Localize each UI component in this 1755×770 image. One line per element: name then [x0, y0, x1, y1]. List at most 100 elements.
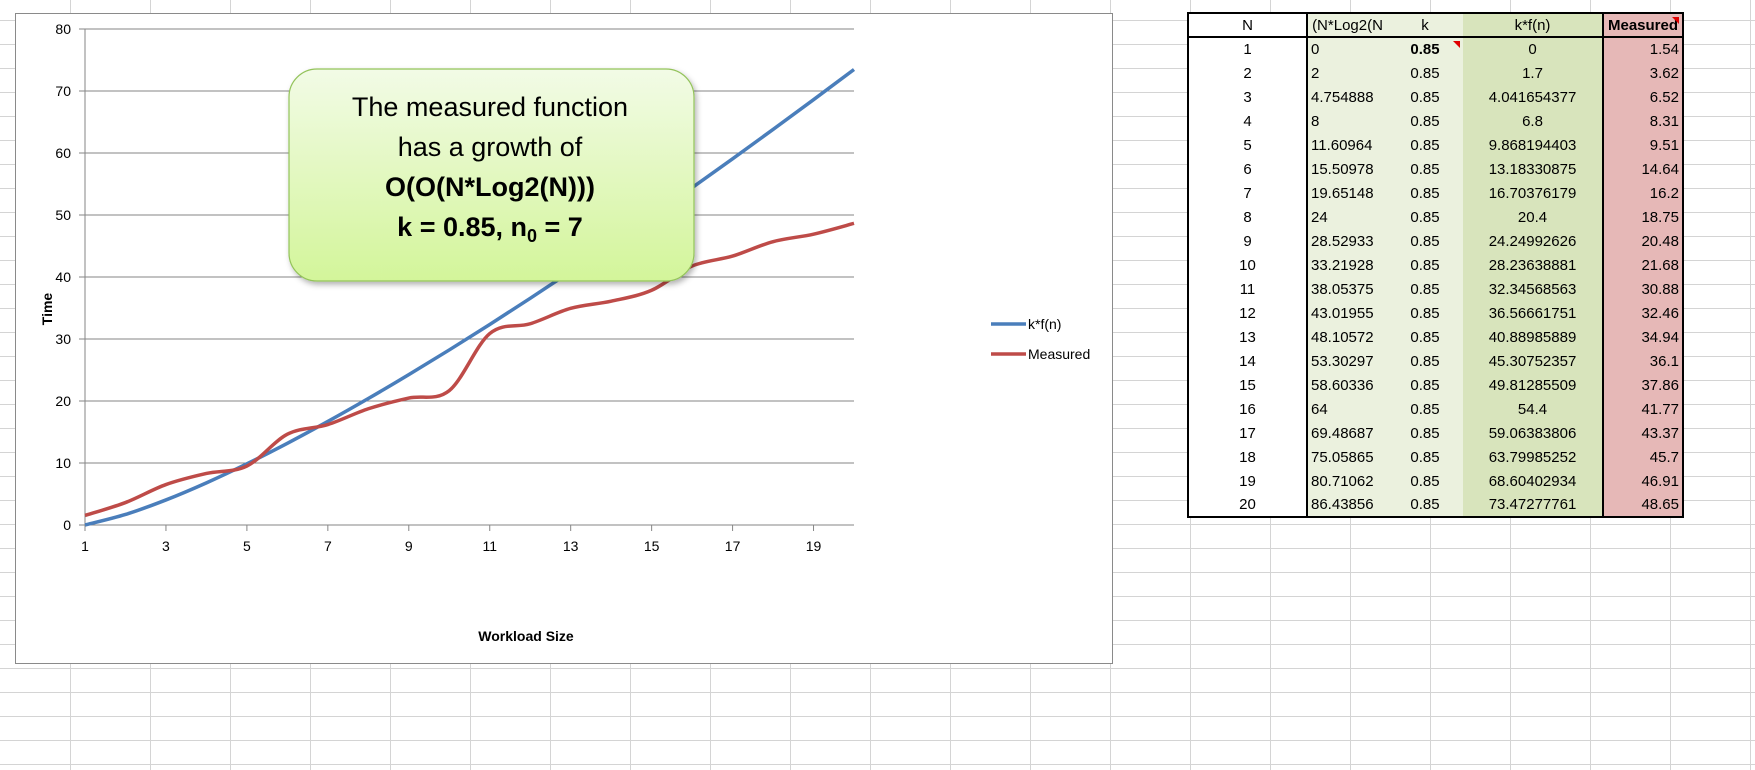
cell-n[interactable]: 11: [1188, 277, 1308, 301]
header-n[interactable]: N: [1188, 13, 1308, 38]
cell-nlog2n[interactable]: 53.30297: [1307, 349, 1387, 373]
cell-measured[interactable]: 36.1: [1603, 349, 1683, 373]
cell-n[interactable]: 18: [1188, 445, 1308, 469]
cell-measured[interactable]: 20.48: [1603, 229, 1683, 253]
cell-k[interactable]: 0.85: [1387, 349, 1463, 373]
cell-k[interactable]: 0.85: [1387, 133, 1463, 157]
cell-kfn[interactable]: 1.7: [1463, 61, 1604, 85]
cell-nlog2n[interactable]: 28.52933: [1307, 229, 1387, 253]
cell-measured[interactable]: 43.37: [1603, 421, 1683, 445]
cell-k[interactable]: 0.85: [1387, 181, 1463, 205]
cell-kfn[interactable]: 36.56661751: [1463, 301, 1604, 325]
cell-nlog2n[interactable]: 33.21928: [1307, 253, 1387, 277]
cell-k[interactable]: 0.85: [1387, 253, 1463, 277]
cell-measured[interactable]: 34.94: [1603, 325, 1683, 349]
comment-indicator-icon[interactable]: [1453, 41, 1460, 48]
cell-n[interactable]: 4: [1188, 109, 1308, 133]
cell-n[interactable]: 2: [1188, 61, 1308, 85]
cell-measured[interactable]: 45.7: [1603, 445, 1683, 469]
cell-nlog2n[interactable]: 8: [1307, 109, 1387, 133]
annotation-callout[interactable]: The measured function has a growth of O(…: [288, 68, 695, 282]
cell-k[interactable]: 0.85: [1387, 301, 1463, 325]
cell-measured[interactable]: 8.31: [1603, 109, 1683, 133]
cell-k[interactable]: 0.85: [1387, 61, 1463, 85]
cell-kfn[interactable]: 9.868194403: [1463, 133, 1604, 157]
cell-k[interactable]: 0.85: [1387, 493, 1463, 517]
cell-nlog2n[interactable]: 11.60964: [1307, 133, 1387, 157]
cell-n[interactable]: 14: [1188, 349, 1308, 373]
cell-n[interactable]: 12: [1188, 301, 1308, 325]
cell-n[interactable]: 8: [1188, 205, 1308, 229]
cell-measured[interactable]: 46.91: [1603, 469, 1683, 493]
cell-k[interactable]: 0.85: [1387, 373, 1463, 397]
cell-n[interactable]: 9: [1188, 229, 1308, 253]
cell-n[interactable]: 6: [1188, 157, 1308, 181]
cell-n[interactable]: 10: [1188, 253, 1308, 277]
cell-n[interactable]: 3: [1188, 85, 1308, 109]
cell-n[interactable]: 17: [1188, 421, 1308, 445]
cell-measured[interactable]: 1.54: [1603, 37, 1683, 61]
cell-measured[interactable]: 48.65: [1603, 493, 1683, 517]
cell-measured[interactable]: 3.62: [1603, 61, 1683, 85]
cell-n[interactable]: 19: [1188, 469, 1308, 493]
header-measured[interactable]: Measured: [1603, 13, 1683, 38]
cell-nlog2n[interactable]: 2: [1307, 61, 1387, 85]
cell-nlog2n[interactable]: 86.43856: [1307, 493, 1387, 517]
cell-nlog2n[interactable]: 43.01955: [1307, 301, 1387, 325]
cell-k[interactable]: 0.85: [1387, 205, 1463, 229]
cell-nlog2n[interactable]: 4.754888: [1307, 85, 1387, 109]
cell-kfn[interactable]: 54.4: [1463, 397, 1604, 421]
cell-measured[interactable]: 6.52: [1603, 85, 1683, 109]
cell-n[interactable]: 13: [1188, 325, 1308, 349]
cell-n[interactable]: 20: [1188, 493, 1308, 517]
cell-n[interactable]: 16: [1188, 397, 1308, 421]
cell-nlog2n[interactable]: 58.60336: [1307, 373, 1387, 397]
comment-indicator-icon[interactable]: [1672, 16, 1679, 24]
cell-nlog2n[interactable]: 0: [1307, 37, 1387, 61]
cell-kfn[interactable]: 0: [1463, 37, 1604, 61]
cell-k[interactable]: 0.85: [1387, 85, 1463, 109]
cell-k[interactable]: 0.85: [1387, 421, 1463, 445]
cell-nlog2n[interactable]: 80.71062: [1307, 469, 1387, 493]
cell-k[interactable]: 0.85: [1387, 469, 1463, 493]
header-kfn[interactable]: k*f(n): [1463, 13, 1604, 38]
cell-nlog2n[interactable]: 15.50978: [1307, 157, 1387, 181]
cell-kfn[interactable]: 63.79985252: [1463, 445, 1604, 469]
cell-k[interactable]: 0.85: [1387, 109, 1463, 133]
cell-nlog2n[interactable]: 24: [1307, 205, 1387, 229]
chart-area[interactable]: 0 10 20 30 40 50 60 70 80 1 3 5 7 9 11 13 15 17 19 Time W…: [15, 13, 1113, 664]
cell-measured[interactable]: 30.88: [1603, 277, 1683, 301]
cell-k[interactable]: 0.85: [1387, 277, 1463, 301]
cell-measured[interactable]: 14.64: [1603, 157, 1683, 181]
cell-kfn[interactable]: 16.70376179: [1463, 181, 1604, 205]
cell-k[interactable]: 0.85: [1387, 157, 1463, 181]
cell-measured[interactable]: 41.77: [1603, 397, 1683, 421]
cell-measured[interactable]: 9.51: [1603, 133, 1683, 157]
cell-nlog2n[interactable]: 38.05375: [1307, 277, 1387, 301]
cell-k[interactable]: 0.85: [1387, 37, 1463, 61]
cell-n[interactable]: 5: [1188, 133, 1308, 157]
cell-kfn[interactable]: 40.88985889: [1463, 325, 1604, 349]
cell-k[interactable]: 0.85: [1387, 445, 1463, 469]
cell-kfn[interactable]: 6.8: [1463, 109, 1604, 133]
cell-kfn[interactable]: 73.47277761: [1463, 493, 1604, 517]
cell-kfn[interactable]: 4.041654377: [1463, 85, 1604, 109]
cell-kfn[interactable]: 20.4: [1463, 205, 1604, 229]
cell-measured[interactable]: 16.2: [1603, 181, 1683, 205]
cell-n[interactable]: 7: [1188, 181, 1308, 205]
cell-kfn[interactable]: 45.30752357: [1463, 349, 1604, 373]
cell-kfn[interactable]: 49.81285509: [1463, 373, 1604, 397]
cell-measured[interactable]: 18.75: [1603, 205, 1683, 229]
cell-kfn[interactable]: 68.60402934: [1463, 469, 1604, 493]
header-nlog2n[interactable]: (N*Log2(N: [1307, 13, 1387, 38]
cell-n[interactable]: 1: [1188, 37, 1308, 61]
cell-measured[interactable]: 21.68: [1603, 253, 1683, 277]
header-k[interactable]: k: [1387, 13, 1463, 38]
cell-nlog2n[interactable]: 75.05865: [1307, 445, 1387, 469]
cell-n[interactable]: 15: [1188, 373, 1308, 397]
cell-measured[interactable]: 32.46: [1603, 301, 1683, 325]
cell-nlog2n[interactable]: 64: [1307, 397, 1387, 421]
cell-k[interactable]: 0.85: [1387, 397, 1463, 421]
cell-measured[interactable]: 37.86: [1603, 373, 1683, 397]
cell-kfn[interactable]: 13.18330875: [1463, 157, 1604, 181]
